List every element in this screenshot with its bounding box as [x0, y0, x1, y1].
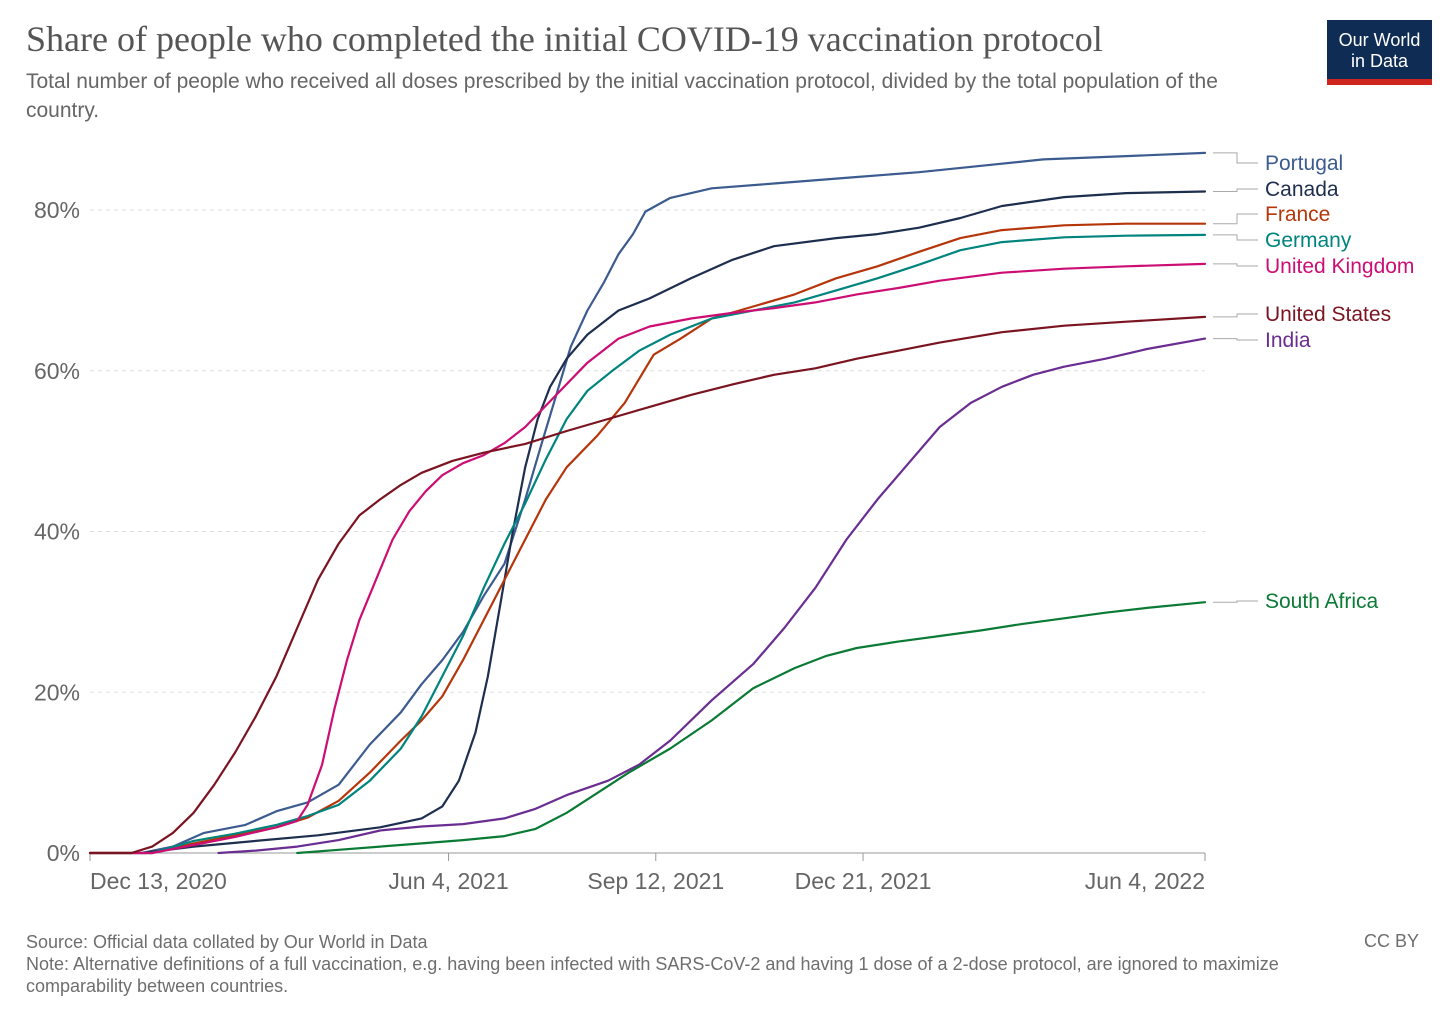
legend-connector: [1213, 234, 1258, 241]
y-tick-label: 20%: [34, 679, 80, 705]
legend-connector: [1213, 263, 1258, 267]
x-tick-label: Dec 13, 2020: [90, 868, 227, 894]
x-tick-label: Jun 4, 2021: [388, 868, 508, 894]
y-tick-label: 40%: [34, 519, 80, 545]
legend-label-germany[interactable]: Germany: [1265, 229, 1352, 252]
series-line-canada[interactable]: [140, 190, 1207, 855]
series-line-united-states[interactable]: [88, 315, 1207, 855]
series-line-united-kingdom[interactable]: [88, 262, 1207, 855]
logo-line-1: Our World: [1338, 30, 1421, 50]
legend-connector: [1213, 152, 1258, 164]
legend-connector: [1213, 313, 1258, 318]
series-line-south-africa[interactable]: [296, 601, 1207, 855]
chart-title: Share of people who completed the initia…: [26, 19, 1103, 59]
legend-label-portugal[interactable]: Portugal: [1265, 152, 1343, 175]
x-tick-label: Jun 4, 2022: [1085, 868, 1205, 894]
y-tick-label: 0%: [47, 840, 80, 866]
series-line-india[interactable]: [217, 337, 1207, 855]
source-note: Source: Official data collated by Our Wo…: [26, 932, 428, 952]
license-link[interactable]: CC BY: [1364, 931, 1420, 951]
legend-connector: [1213, 600, 1258, 603]
chart-subtitle: Total number of people who received all …: [26, 70, 1218, 122]
legend-connector: [1213, 338, 1258, 341]
y-tick-label: 60%: [34, 358, 80, 384]
legend-label-canada[interactable]: Canada: [1265, 178, 1339, 201]
legend-connector: [1213, 188, 1258, 192]
y-tick-label: 80%: [34, 197, 80, 223]
legend-label-india[interactable]: India: [1265, 329, 1311, 352]
series-line-portugal[interactable]: [140, 151, 1207, 855]
legend-label-south-africa[interactable]: South Africa: [1265, 590, 1379, 613]
chart-footer: Source: Official data collated by Our Wo…: [26, 931, 1356, 997]
legend-label-france[interactable]: France: [1265, 203, 1330, 226]
x-tick-label: Sep 12, 2021: [587, 868, 724, 894]
methodology-note: Note: Alternative definitions of a full …: [26, 954, 1279, 996]
x-tick-label: Dec 21, 2021: [795, 868, 932, 894]
logo-line-2: in Data: [1350, 51, 1409, 71]
series-line-germany[interactable]: [88, 233, 1207, 855]
legend-label-united-kingdom[interactable]: United Kingdom: [1265, 255, 1414, 278]
legend-connector: [1213, 213, 1258, 225]
owid-logo[interactable]: Our World in Data: [1327, 20, 1432, 85]
legend-label-united-states[interactable]: United States: [1265, 303, 1391, 326]
